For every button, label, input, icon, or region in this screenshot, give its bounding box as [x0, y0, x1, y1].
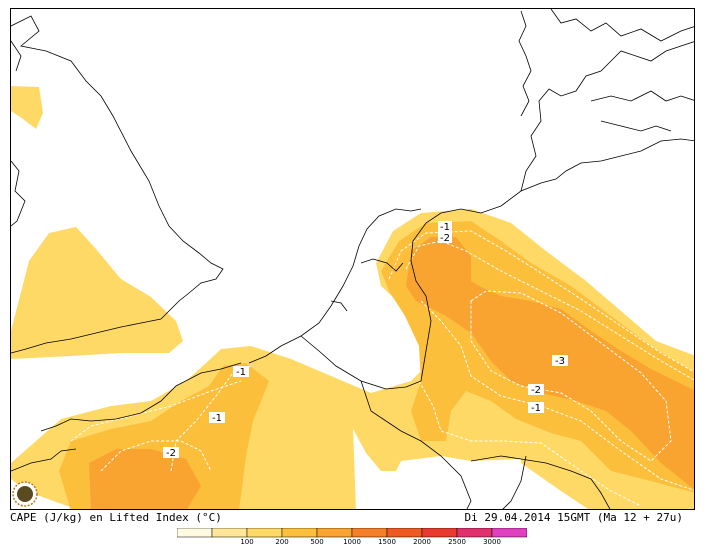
legend-swatch [246, 528, 283, 538]
legend-swatch [351, 528, 388, 538]
contour-label-de-1: -1 [531, 403, 541, 414]
sun-logo-icon [12, 481, 38, 507]
cape-field-high [89, 237, 694, 509]
legend-swatch [211, 528, 248, 538]
legend-tick-label: 1000 [343, 538, 361, 546]
contour-label-fr-2: -2 [166, 448, 176, 459]
legend-tick-label: 200 [275, 538, 289, 546]
legend-swatch [421, 528, 458, 538]
contour-label-fr-1b: -1 [212, 413, 222, 424]
legend-tick-label: 100 [240, 538, 254, 546]
map-panel: -1 -2 -3 -2 -1 -1 -1 -2 [10, 8, 695, 510]
contour-label-nl-1: -1 [440, 222, 450, 233]
coastlines [11, 9, 694, 509]
legend-swatch [456, 528, 493, 538]
lifted-index-contours [70, 230, 694, 507]
legend-swatch [177, 528, 213, 538]
legend-swatch [386, 528, 423, 538]
contour-labels: -1 -2 -3 -2 -1 -1 -1 -2 [163, 221, 568, 459]
valid-time: Di 29.04.2014 15GMT (Ma 12 + 27u) [464, 511, 683, 524]
legend-tick-label: 500 [310, 538, 324, 546]
legend-tick-label: 2000 [413, 538, 431, 546]
color-legend [177, 528, 527, 538]
field-description: CAPE (J/kg) en Lifted Index (°C) [10, 511, 222, 524]
legend-tick-label: 2500 [448, 538, 466, 546]
contour-label-fr-1a: -1 [236, 367, 246, 378]
legend-tick-label: 1500 [378, 538, 396, 546]
legend-tick-label: 3000 [483, 538, 501, 546]
contour-label-nl-2: -2 [440, 233, 450, 244]
legend-swatch [316, 528, 353, 538]
contour-label-de-3: -3 [555, 356, 565, 367]
legend-swatch [491, 528, 527, 538]
legend-swatch [281, 528, 318, 538]
cape-map: -1 -2 -3 -2 -1 -1 -1 -2 [11, 9, 694, 509]
contour-label-de-2: -2 [531, 385, 541, 396]
